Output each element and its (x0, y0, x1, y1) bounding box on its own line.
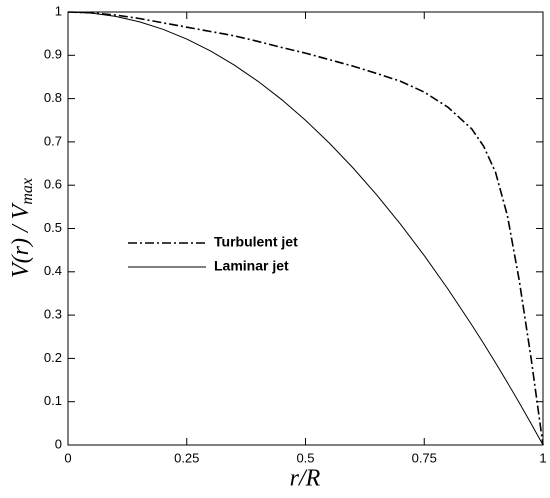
y-axis-title-sub: max (19, 178, 36, 205)
y-tick-label: 1 (55, 3, 62, 18)
x-tick-label: 1 (539, 450, 546, 465)
x-tick-label: 0.25 (174, 450, 199, 465)
y-tick-label: 0.4 (44, 263, 62, 278)
x-tick-label: 0.75 (412, 450, 437, 465)
y-axis-title-group: V(r) / Vmax (8, 178, 36, 278)
y-tick-label: 0.9 (44, 47, 62, 62)
y-tick-label: 0.6 (44, 177, 62, 192)
y-tick-label: 0.8 (44, 90, 62, 105)
x-tick-label: 0.5 (296, 450, 314, 465)
y-tick-label: 0.7 (44, 133, 62, 148)
y-tick-label: 0.3 (44, 307, 62, 322)
series-line (67, 11, 544, 446)
series-line (67, 11, 544, 446)
y-tick-label: 0.5 (44, 220, 62, 235)
y-axis-title: V(r) / Vmax (8, 178, 36, 278)
y-axis-title-main: V(r) / V (8, 202, 34, 278)
legend-label: Turbulent jet (214, 234, 298, 250)
plot-frame (67, 11, 544, 446)
y-tick-label: 0.2 (44, 350, 62, 365)
y-tick-label: 0.1 (44, 393, 62, 408)
y-tick-label: 0 (55, 436, 62, 451)
x-tick-label: 0 (64, 450, 71, 465)
legend-label: Laminar jet (214, 258, 289, 274)
x-axis-title: r/R (290, 466, 321, 492)
